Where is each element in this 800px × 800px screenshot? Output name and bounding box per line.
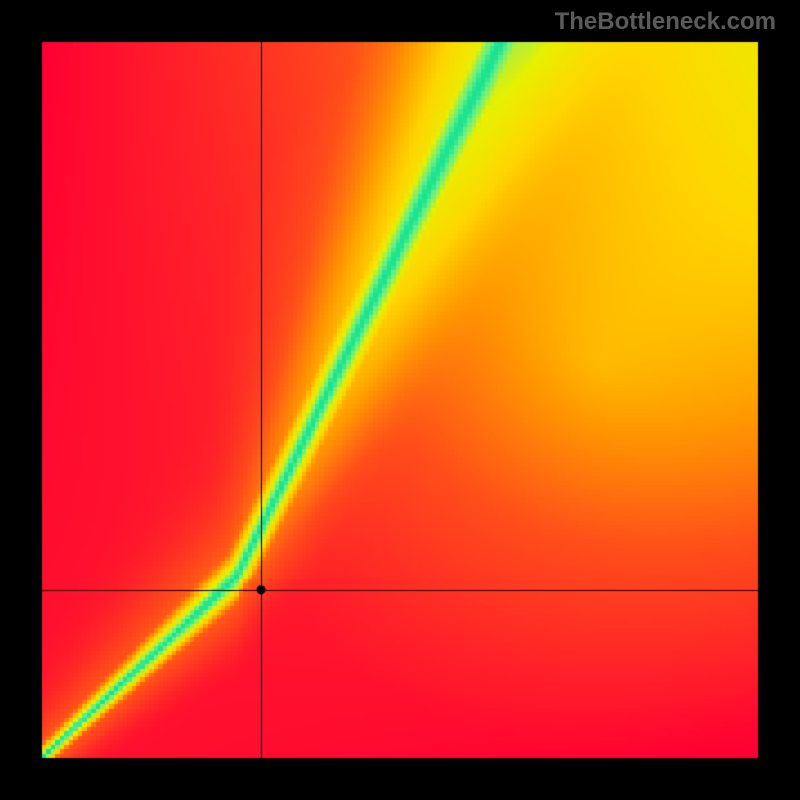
chart-container: TheBottleneck.com bbox=[0, 0, 800, 800]
bottleneck-heatmap bbox=[0, 0, 800, 800]
watermark-text: TheBottleneck.com bbox=[555, 8, 776, 36]
